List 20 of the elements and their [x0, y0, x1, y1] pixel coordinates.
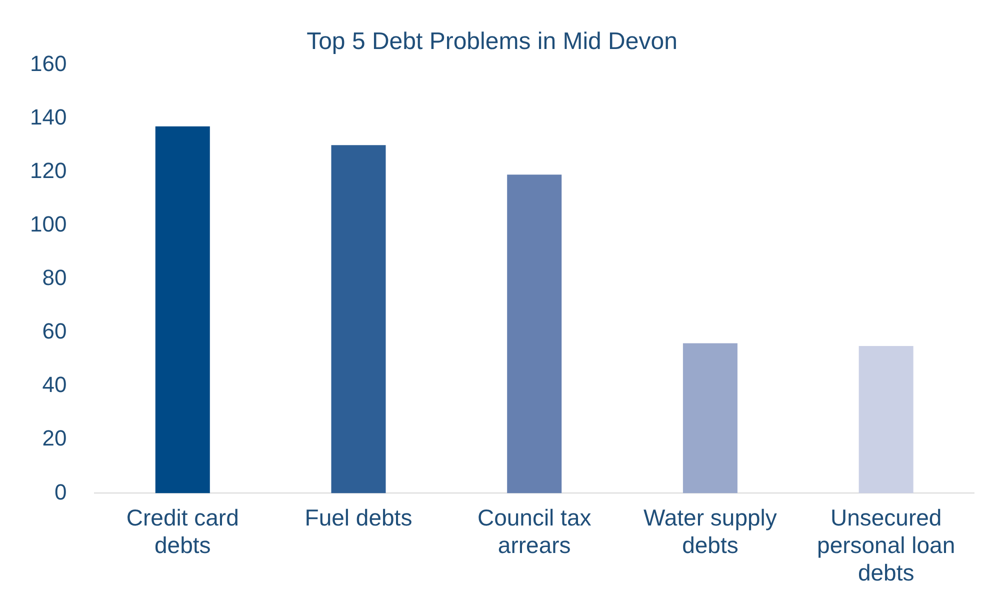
y-tick-label: 140 [30, 104, 67, 130]
y-tick-label: 80 [42, 265, 67, 290]
y-tick-label: 160 [30, 50, 67, 76]
x-tick-label: Council tax arrears [477, 504, 592, 558]
y-tick-label: 40 [42, 372, 67, 398]
bar [682, 343, 738, 494]
y-tick-label: 100 [30, 212, 67, 237]
x-tick-label: Water supply debts [644, 504, 778, 558]
y-tick-label: 120 [30, 158, 67, 183]
bar [507, 174, 562, 494]
y-tick-label: 20 [42, 426, 67, 451]
bar [155, 126, 210, 494]
x-tick-label: Credit card debts [126, 504, 239, 558]
chart-title: Top 5 Debt Problems in Mid Devon [306, 28, 678, 56]
bar [331, 145, 386, 494]
x-tick-label: Unsecured personal loan debts [817, 504, 956, 586]
x-tick-label: Fuel debts [304, 504, 412, 530]
bar [858, 346, 914, 494]
y-tick-label: 60 [42, 318, 67, 344]
y-tick-label: 0 [54, 479, 67, 504]
